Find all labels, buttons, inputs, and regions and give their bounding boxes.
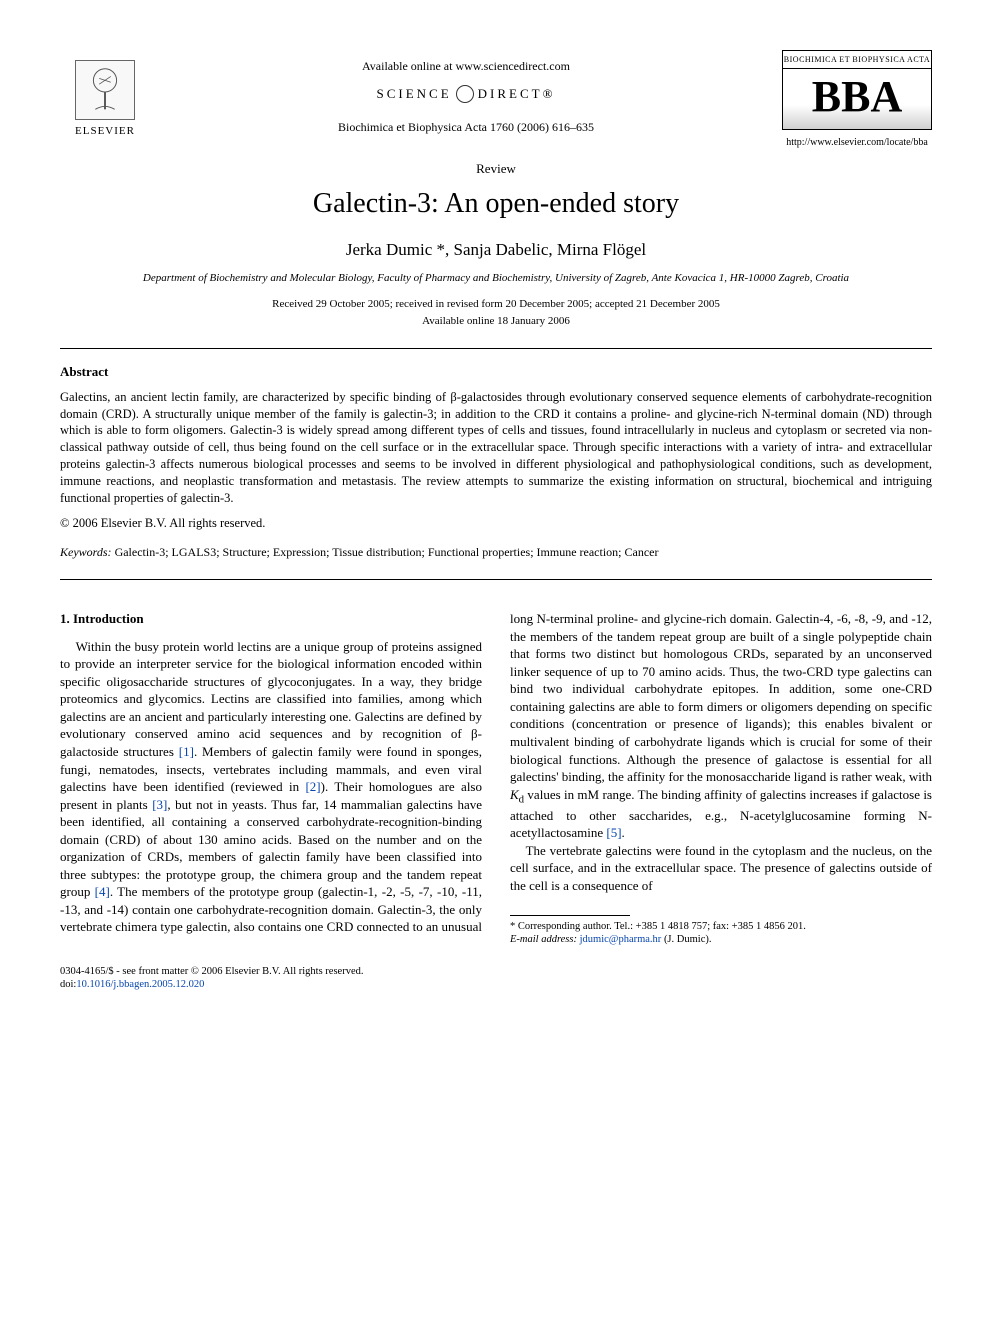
elsevier-label: ELSEVIER xyxy=(75,124,135,139)
footer-doi-line: doi:10.1016/j.bbagen.2005.12.020 xyxy=(60,978,932,992)
intro-paragraph-1: Within the busy protein world lectins ar… xyxy=(60,610,932,947)
divider-top xyxy=(60,348,932,349)
kd-symbol: K xyxy=(510,787,519,802)
article-title: Galectin-3: An open-ended story xyxy=(60,184,932,223)
body-columns: 1. Introduction Within the busy protein … xyxy=(60,610,932,947)
p1f: values in mM range. The binding affinity… xyxy=(510,787,932,841)
abstract-copyright: © 2006 Elsevier B.V. All rights reserved… xyxy=(60,515,932,533)
p1a: Within the busy protein world lectins ar… xyxy=(60,639,482,759)
section-1-heading: 1. Introduction xyxy=(60,610,482,628)
doi-link[interactable]: 10.1016/j.bbagen.2005.12.020 xyxy=(76,979,204,990)
authors: Jerka Dumic *, Sanja Dabelic, Mirna Flög… xyxy=(60,238,932,262)
divider-bottom xyxy=(60,579,932,580)
footer-copyright: 0304-4165/$ - see front matter © 2006 El… xyxy=(60,965,932,979)
elsevier-logo: ELSEVIER xyxy=(60,50,150,150)
keywords-list: Galectin-3; LGALS3; Structure; Expressio… xyxy=(112,545,659,559)
bba-logo-box: BIOCHIMICA ET BIOPHYSICA ACTA BBA http:/… xyxy=(782,50,932,150)
sciencedirect-logo: SCIENCE DIRECT® xyxy=(377,85,556,103)
article-type: Review xyxy=(60,160,932,178)
sd-bulb-icon xyxy=(456,85,474,103)
footer-meta: 0304-4165/$ - see front matter © 2006 El… xyxy=(60,965,932,992)
footnote-corr: * Corresponding author. Tel.: +385 1 481… xyxy=(510,920,932,934)
email-label: E-mail address: xyxy=(510,934,577,945)
corresponding-author-footnote: * Corresponding author. Tel.: +385 1 481… xyxy=(510,920,932,947)
sd-left: SCIENCE xyxy=(377,85,452,103)
footnote-email-line: E-mail address: jdumic@pharma.hr (J. Dum… xyxy=(510,933,932,947)
journal-reference: Biochimica et Biophysica Acta 1760 (2006… xyxy=(150,119,782,136)
ref-2-link[interactable]: [2] xyxy=(305,779,320,794)
bba-letters: BBA xyxy=(782,69,932,130)
sd-right: DIRECT® xyxy=(478,85,556,103)
email-link[interactable]: jdumic@pharma.hr xyxy=(580,934,662,945)
keywords: Keywords: Galectin-3; LGALS3; Structure;… xyxy=(60,544,932,561)
email-suffix: (J. Dumic). xyxy=(661,934,711,945)
received-dates: Received 29 October 2005; received in re… xyxy=(60,297,932,312)
affiliation: Department of Biochemistry and Molecular… xyxy=(60,271,932,286)
abstract-text: Galectins, an ancient lectin family, are… xyxy=(60,389,932,507)
keywords-label: Keywords: xyxy=(60,545,112,559)
abstract-heading: Abstract xyxy=(60,363,932,381)
available-online-date: Available online 18 January 2006 xyxy=(60,314,932,329)
doi-prefix: doi: xyxy=(60,979,76,990)
available-online-text: Available online at www.sciencedirect.co… xyxy=(150,58,782,75)
header: ELSEVIER Available online at www.science… xyxy=(60,50,932,150)
bba-url[interactable]: http://www.elsevier.com/locate/bba xyxy=(782,136,932,150)
ref-5-link[interactable]: [5] xyxy=(606,825,621,840)
elsevier-tree-icon xyxy=(75,60,135,120)
header-center: Available online at www.sciencedirect.co… xyxy=(150,50,782,140)
intro-paragraph-2: The vertebrate galectins were found in t… xyxy=(510,842,932,895)
ref-1-link[interactable]: [1] xyxy=(179,744,194,759)
ref-4-link[interactable]: [4] xyxy=(95,884,110,899)
footnote-separator xyxy=(510,915,630,916)
p1g: . xyxy=(622,825,625,840)
bba-top-label: BIOCHIMICA ET BIOPHYSICA ACTA xyxy=(782,50,932,69)
ref-3-link[interactable]: [3] xyxy=(152,797,167,812)
